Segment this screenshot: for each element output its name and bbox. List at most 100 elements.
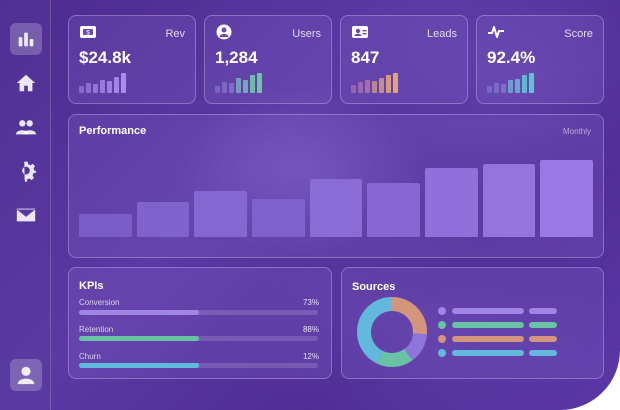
sources-title: Sources [352,281,396,293]
sparkbar [121,73,126,93]
legend-label-placeholder [452,350,524,356]
users-icon [15,120,37,135]
sparkbar [229,83,234,93]
kpi-value: 12% [302,352,319,361]
performance-bar[interactable] [540,160,593,237]
sparkbar [257,73,262,93]
performance-bar[interactable] [482,164,536,237]
kpi-value: 73% [302,298,319,307]
profile-avatar-button[interactable] [10,359,42,391]
stat-sparkbars [215,71,262,93]
sidebar [0,0,51,410]
nav-settings-button[interactable] [10,155,42,187]
sparkbar [107,80,112,93]
kpi-value: 88% [302,325,319,334]
kpi-progress-fill [79,336,199,341]
sparkbar [494,83,499,93]
sparkbar [100,79,105,93]
performance-bar[interactable] [252,198,305,237]
stat-value: 847 [351,48,380,67]
id-card-icon [351,24,369,40]
stat-value: 1,284 [215,48,258,67]
sparkbar [236,77,241,93]
legend-label-placeholder [452,322,524,328]
donut-segment[interactable] [357,297,427,367]
sparkbar [508,79,513,93]
performance-title: Performance [79,125,147,137]
sources-donut-chart [357,297,427,367]
kpi-progress-fill [79,363,199,368]
kpis-panel: KPIs Conversion 73% Retention 88% Churn … [68,267,332,379]
sparkbar [250,75,255,93]
legend-swatch [438,349,446,357]
sparkbar [79,86,84,93]
performance-bar[interactable] [194,190,247,237]
stat-value: $24.8k [79,48,131,67]
legend-swatch [438,335,446,343]
nav-users-button[interactable] [10,111,42,143]
legend-swatch [438,321,446,329]
performance-bar[interactable] [309,179,363,237]
legend-swatch [438,307,446,315]
kpi-progress-track [79,363,318,368]
sparkbar [243,79,248,93]
sparkbar [522,75,527,93]
sources-panel: Sources [341,267,604,379]
envelope-icon [16,208,36,222]
stat-sparkbars [487,71,534,93]
sparkbar [358,82,363,93]
stat-label: Leads [427,28,457,40]
period-selector[interactable]: Monthly [562,127,591,136]
sparkbar [365,79,370,93]
kpi-progress-track [79,310,318,315]
sparkbar [222,82,227,93]
donut-segment[interactable] [357,297,427,367]
kpi-label: Retention [79,325,114,334]
sparkbar [393,73,398,93]
legend-value-placeholder [529,322,557,328]
kpi-label: Churn [79,352,101,361]
svg-text:$: $ [86,30,90,36]
bar-chart-icon [18,32,34,47]
sparkbar [487,86,492,93]
performance-panel: Performance Monthly [68,114,604,258]
performance-bar[interactable] [425,167,478,237]
performance-bar[interactable] [79,213,132,237]
dollar-bill-icon: $ [79,24,97,40]
stat-value: 92.4% [487,48,536,67]
sparkbar [372,80,377,93]
legend-label-placeholder [452,308,524,314]
sparkbar [379,77,384,93]
stat-sparkbars [351,71,398,93]
stat-sparkbars [79,71,126,93]
kpi-label: Conversion [79,298,120,307]
stat-card-users[interactable]: Users 1,284 [204,15,332,104]
kpi-progress-fill [79,310,199,315]
kpi-progress-track [79,336,318,341]
stat-label: Rev [165,28,185,40]
nav-home-button[interactable] [10,67,42,99]
performance-bar[interactable] [367,183,420,237]
users-icon [215,24,233,40]
sparkbar [515,78,520,93]
sparkbar [529,73,534,93]
sparkbar [86,83,91,93]
stat-card-leads[interactable]: Leads 847 [340,15,468,104]
sparkbar [93,84,98,93]
nav-messages-button[interactable] [10,199,42,231]
performance-bar-chart [79,139,593,237]
performance-bar[interactable] [136,202,190,237]
legend-value-placeholder [529,350,557,356]
legend-value-placeholder [529,336,557,342]
stat-card-revenue[interactable]: $ Rev $24.8k [68,15,196,104]
sparkbar [501,84,506,93]
gear-icon [22,161,37,182]
stat-label: Score [564,28,593,40]
stat-card-score[interactable]: Score 92.4% [476,15,604,104]
nav-analytics-button[interactable] [10,23,42,55]
sparkbar [351,85,356,93]
kpis-title: KPIs [79,280,104,292]
sparkbar [215,86,220,93]
stat-label: Users [292,28,321,40]
